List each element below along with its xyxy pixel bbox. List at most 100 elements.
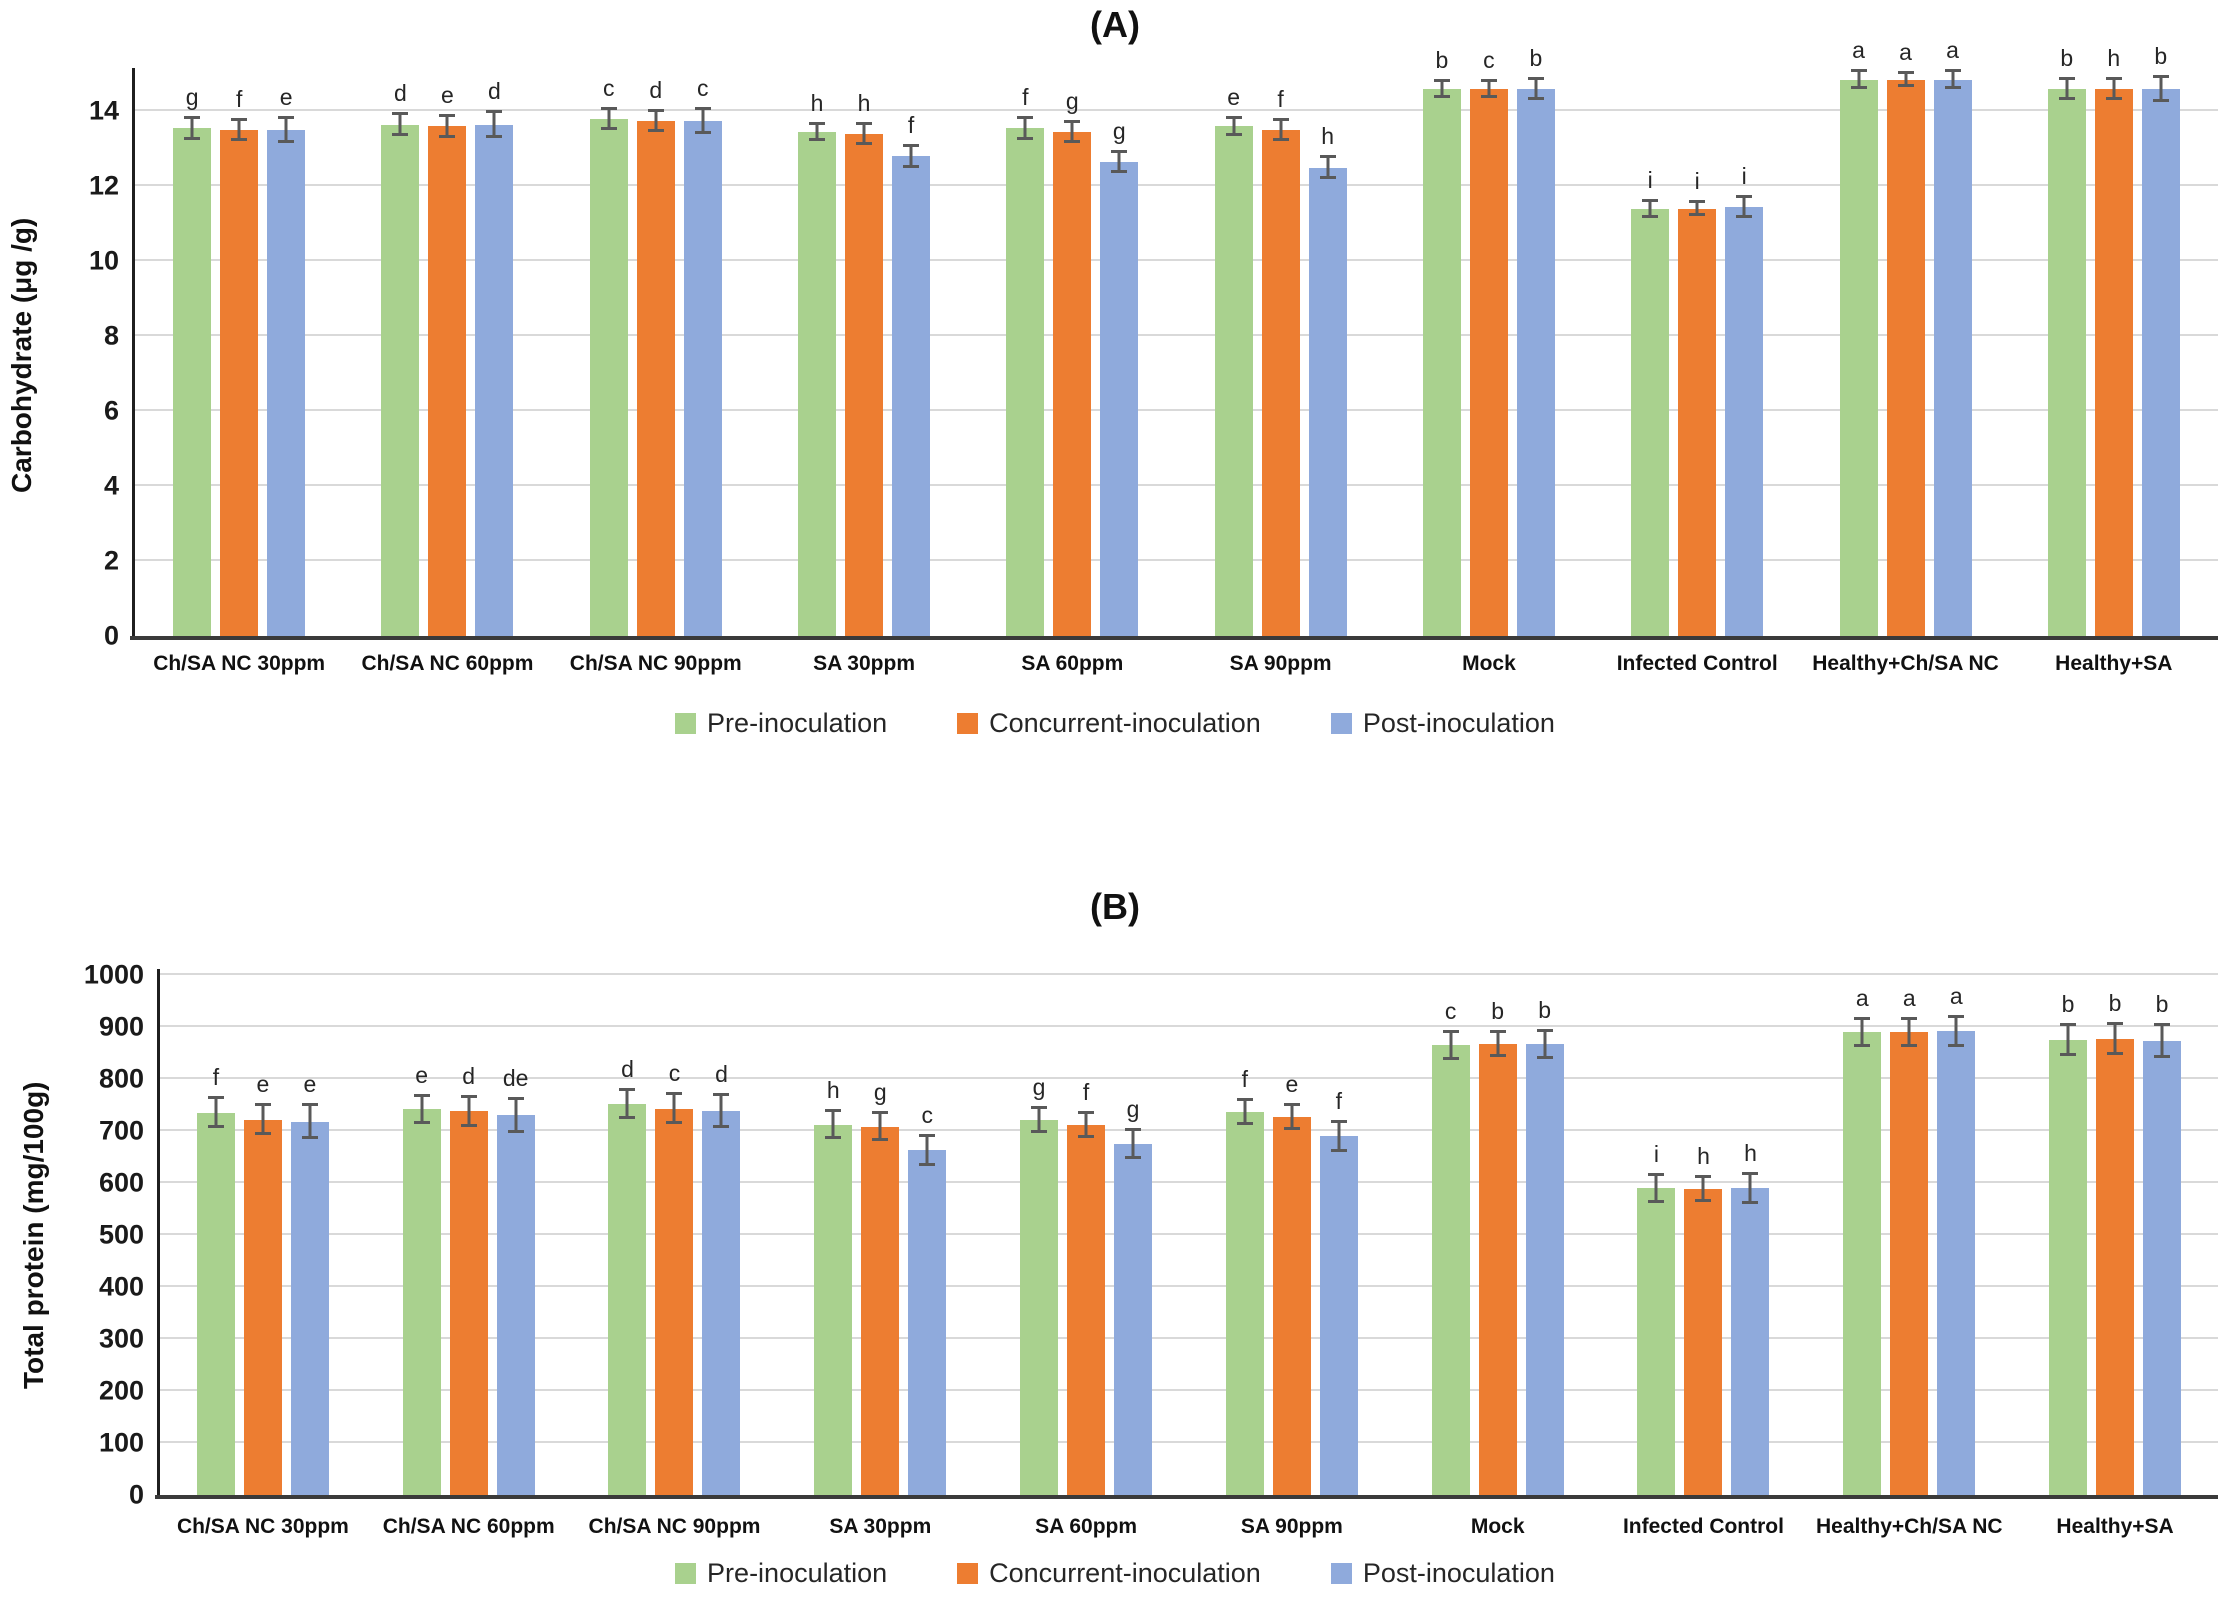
error-bar-bottom-cap [486,134,503,138]
gridline [160,1337,2218,1339]
bar-slot: h [798,74,837,636]
bar-slot: f [1261,74,1300,636]
bar-slot: b [2141,44,2180,636]
gridline [160,1285,2218,1287]
significance-letter: a [1902,984,1916,1011]
chart-b-plot-area: 0 100 200 300 400 500 600 700 800 900 1000 f e e e d de d… [84,961,2218,1508]
error-bar-stem [1337,1120,1341,1152]
error-bar-stem [862,122,866,146]
error-bar-bottom-cap [1017,136,1034,140]
error-bar-top-cap [809,121,826,125]
error-bar-top-cap [647,108,664,112]
error-bar-bottom-cap [1125,1155,1142,1159]
error-bar-bottom-cap [1944,86,1961,89]
gridline [135,259,2218,262]
y-tick-label: 6 [103,395,119,426]
bar [1843,1032,1882,1495]
error-bar-bottom-cap [231,138,248,142]
error-bar-bottom-cap [1742,1200,1759,1204]
y-tick-label: 14 [88,95,119,126]
error-bar-top-cap [600,106,617,110]
bar [496,1115,535,1495]
bar-slot: a [1933,39,1972,636]
bar [861,1126,900,1495]
bar-slot: d [608,975,647,1495]
error-bar-stem [214,1097,218,1129]
chart-a-y-axis-title: Carbohydrate (μg /g) [6,217,37,493]
chart-b-y-axis-title: Total protein (mg/100g) [18,1081,49,1389]
bar [449,1111,488,1495]
gridline [160,1233,2218,1235]
significance-letter: f [235,85,243,112]
bar-slot: d [702,975,741,1495]
x-category-label: Healthy+Ch/SA NC [1816,1515,2003,1538]
error-bar-stem [1496,1031,1500,1058]
significance-letter: d [715,1061,728,1088]
error-bar-top-cap [1536,1028,1553,1032]
error-bar-stem [1857,70,1861,89]
bar [814,1124,853,1495]
error-bar-top-cap [1901,1016,1918,1020]
error-bar-stem [1534,77,1538,101]
error-bar-stem [625,1089,629,1119]
bar-slot: i [1678,74,1717,636]
legend-swatch [957,713,979,734]
x-category-label: Ch/SA NC 30ppm [176,1515,349,1538]
error-bar-top-cap [1695,1175,1712,1179]
bar [1933,79,1972,636]
significance-letter: b [1491,998,1505,1025]
error-bar-stem [1084,1111,1088,1138]
legend-label: Pre-inoculation [707,708,888,738]
significance-letter: e [441,82,454,109]
gridline [135,109,2218,112]
error-bar-top-cap [184,116,201,120]
significance-letter: h [826,1077,840,1104]
error-bar-top-cap [1689,200,1706,204]
bar [475,124,514,636]
x-category-label: SA 60ppm [1021,652,1124,675]
error-bar-bottom-cap [1225,132,1242,136]
x-category-label: SA 90ppm [1240,1515,1343,1538]
significance-letter: f [1022,84,1029,111]
error-bar-bottom-cap [919,1162,936,1166]
error-bar-top-cap [2107,1022,2124,1026]
error-bar-stem [1243,1098,1247,1125]
bar [2096,1038,2135,1495]
bar-slot: b [2096,975,2135,1495]
error-bar-stem [672,1093,676,1125]
error-bar-stem [607,107,611,131]
error-bar-top-cap [1442,1029,1459,1033]
error-bar-stem [1131,1129,1135,1159]
legend-item: Pre-inoculation [675,1558,887,1589]
error-bar-top-cap [1736,194,1753,198]
gridline [135,184,2218,187]
significance-letter: a [1855,984,1869,1011]
gridline [135,484,2218,487]
bar-slot: b [2143,975,2182,1495]
bar-slot: e [243,975,282,1495]
bar [1886,79,1925,636]
error-bar-bottom-cap [1480,95,1497,99]
significance-letter: i [1653,1140,1660,1167]
error-bar-bottom-cap [1642,215,1659,219]
bar-slot: h [1731,975,1770,1495]
significance-letter: c [1444,997,1457,1024]
legend-label: Concurrent-inoculation [989,708,1261,738]
error-bar-top-cap [2152,74,2169,78]
error-bar-stem [1695,201,1699,217]
error-bar-stem [1290,1104,1294,1131]
error-bar-bottom-cap [1236,1121,1253,1125]
error-bar-stem [1654,1173,1658,1203]
x-category-label: Infected Control [1616,652,1778,675]
error-bar-stem [2112,77,2116,101]
error-bar-stem [308,1104,312,1139]
gridline [160,1441,2218,1443]
x-category-label: Ch/SA NC 90ppm [588,1515,761,1538]
bar-slot: d [475,74,514,636]
error-bar-bottom-cap [1064,140,1081,144]
error-bar-bottom-cap [903,164,920,168]
error-bar-top-cap [1064,119,1081,123]
